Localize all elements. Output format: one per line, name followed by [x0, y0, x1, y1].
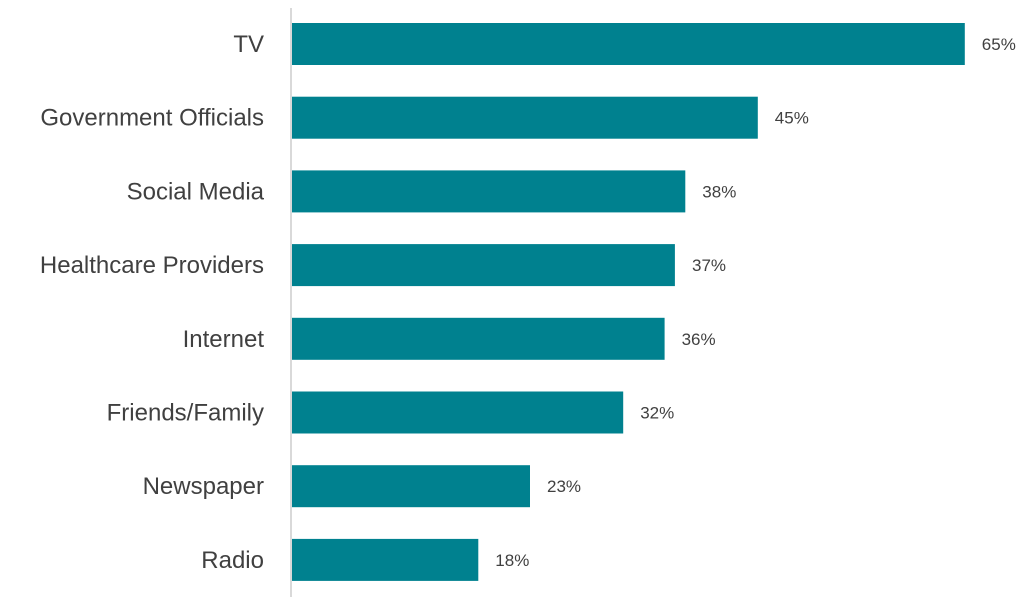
bars-group: [292, 23, 965, 581]
value-label: 18%: [495, 551, 529, 570]
bar: [292, 244, 675, 287]
bar: [292, 538, 479, 581]
category-labels-group: TV Government Officials Social Media Health…: [40, 31, 265, 574]
bar: [292, 317, 665, 360]
bar: [292, 170, 686, 213]
value-labels-group: 65% 45% 38% 37% 36% 32% 23% 18%: [495, 35, 1016, 570]
value-label: 37%: [692, 256, 726, 275]
bar: [292, 465, 530, 508]
category-label: Healthcare Providers: [40, 252, 264, 279]
value-label: 36%: [682, 330, 716, 349]
category-label: Radio: [201, 547, 264, 574]
value-label: 32%: [640, 404, 674, 423]
category-label: Internet: [183, 326, 265, 353]
bar: [292, 391, 624, 434]
bar: [292, 96, 758, 139]
category-label: Friends/Family: [107, 400, 264, 427]
category-label: Government Officials: [40, 105, 264, 132]
category-label: TV: [233, 31, 264, 58]
category-label: Newspaper: [143, 473, 264, 500]
value-label: 65%: [982, 35, 1016, 54]
bar: [292, 23, 965, 65]
value-label: 45%: [775, 109, 809, 128]
value-label: 23%: [547, 477, 581, 496]
value-label: 38%: [702, 182, 736, 201]
category-label: Social Media: [127, 178, 265, 205]
